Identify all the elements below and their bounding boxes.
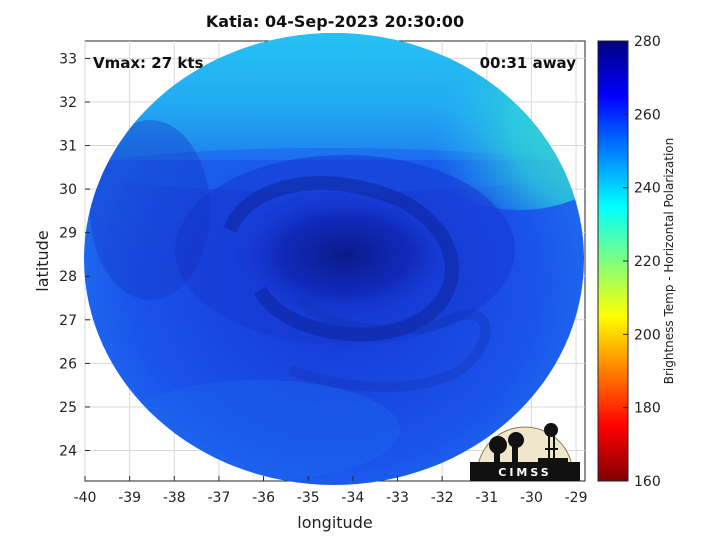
colorbar-tick-label: 160 — [634, 474, 661, 490]
x-tick-label: -30 — [520, 490, 543, 506]
longitude-ticks: -40 -39 -38 -37 -36 -35 -34 -33 -32 -31 -30 -29 — [74, 476, 588, 506]
y-tick-label: 30 — [59, 182, 77, 198]
y-tick-label: 28 — [59, 269, 77, 285]
latitude-ticks: 33 32 31 30 29 28 27 26 25 24 — [59, 51, 90, 460]
x-tick-label: -33 — [386, 490, 409, 506]
x-tick-label: -29 — [565, 490, 588, 506]
map-title: Katia: 04-Sep-2023 20:30:00 — [205, 12, 465, 31]
x-tick-label: -34 — [341, 490, 364, 506]
colorbar-tick-label: 220 — [634, 254, 661, 270]
colorbar-tick-label: 260 — [634, 107, 661, 123]
y-tick-label: 24 — [59, 444, 77, 460]
y-tick-label: 31 — [59, 139, 77, 155]
brightness-temp-swath — [84, 33, 584, 485]
colorbar-tick-label: 240 — [634, 181, 661, 197]
x-tick-label: -35 — [297, 490, 320, 506]
y-tick-label: 32 — [59, 95, 77, 111]
time-away-annotation: 00:31 away — [480, 54, 577, 72]
colorbar-tick-label: 180 — [634, 401, 661, 417]
y-tick-label: 27 — [59, 313, 77, 329]
y-tick-label: 26 — [59, 356, 77, 372]
y-tick-label: 25 — [59, 400, 77, 416]
x-tick-label: -38 — [163, 490, 186, 506]
x-tick-label: -37 — [207, 490, 230, 506]
y-axis-label: latitude — [33, 230, 52, 291]
y-tick-label: 33 — [59, 51, 77, 67]
colorbar-tick-label: 280 — [634, 34, 661, 50]
x-tick-label: -40 — [74, 490, 97, 506]
cimss-logo: CIMSS — [470, 423, 580, 481]
x-axis-label: longitude — [297, 513, 372, 532]
colorbar-ticks: 280 260 240 220 200 180 160 — [623, 34, 661, 490]
x-tick-label: -32 — [431, 490, 454, 506]
colorbar-label: Brightness Temp - Horizontal Polarizatio… — [662, 138, 676, 385]
vmax-annotation: Vmax: 27 kts — [93, 54, 203, 72]
colorbar-tick-label: 200 — [634, 327, 661, 343]
logo-text: CIMSS — [498, 466, 551, 479]
x-tick-label: -31 — [475, 490, 498, 506]
y-tick-label: 29 — [59, 226, 77, 242]
x-tick-label: -39 — [118, 490, 141, 506]
x-tick-label: -36 — [252, 490, 275, 506]
